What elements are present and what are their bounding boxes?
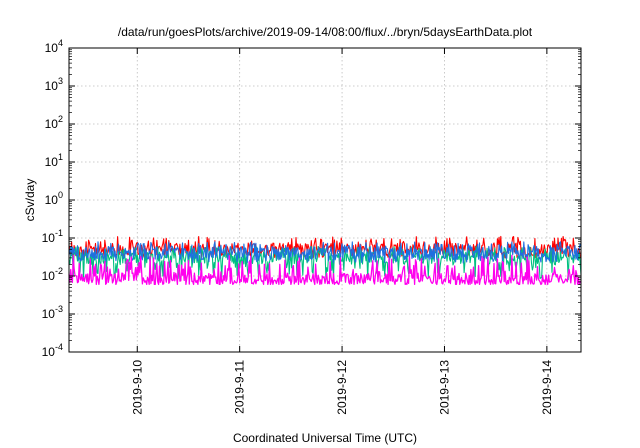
y-tick-label: 104 — [45, 38, 63, 55]
y-tick-label: 10-3 — [42, 304, 63, 321]
x-tick-label: 2019-9-10 — [130, 360, 144, 415]
data-series — [68, 235, 582, 286]
grid-lines — [69, 48, 581, 352]
chart-title: /data/run/goesPlots/archive/2019-09-14/0… — [118, 25, 533, 39]
series-line — [68, 254, 582, 286]
y-tick-label: 10-4 — [42, 342, 63, 359]
x-tick-label: 2019-9-12 — [335, 360, 349, 415]
y-tick-label: 102 — [45, 114, 63, 131]
x-tick-label: 2019-9-14 — [540, 360, 554, 415]
x-tick-label: 2019-9-13 — [437, 360, 451, 415]
y-tick-label: 100 — [45, 190, 63, 207]
y-tick-label: 10-1 — [42, 228, 63, 245]
y-axis-ticks: 10-4 10-3 10-2 10-1 100 101 102 103 104 — [42, 38, 581, 359]
x-tick-label: 2019-9-11 — [233, 360, 247, 414]
x-axis-label: Coordinated Universal Time (UTC) — [233, 431, 417, 445]
series-line — [68, 241, 582, 264]
y-tick-label: 10-2 — [42, 266, 63, 283]
x-axis-ticks: 2019-9-10 2019-9-11 2019-9-12 2019-9-13 2019… — [130, 48, 554, 415]
y-axis-label: cSv/day — [23, 179, 37, 222]
y-tick-label: 101 — [45, 152, 63, 169]
series-line — [68, 245, 582, 281]
y-tick-label: 103 — [45, 76, 63, 93]
